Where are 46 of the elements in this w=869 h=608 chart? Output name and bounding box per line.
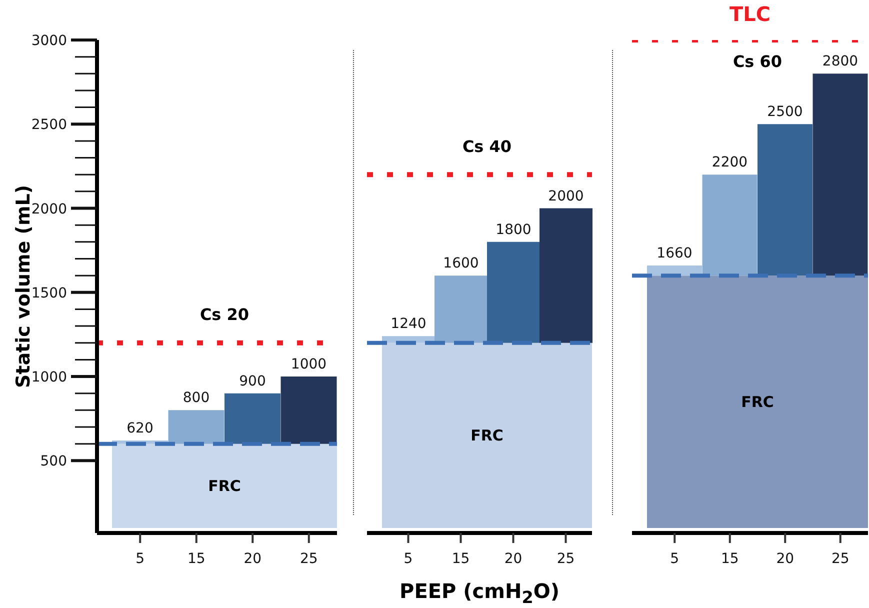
y-tick-label: 3000: [31, 33, 67, 49]
data-label: 620: [126, 420, 154, 436]
y-tick-label: 500: [40, 454, 67, 470]
band-label: FRC: [470, 426, 504, 445]
bar: [168, 410, 224, 444]
band-label: FRC: [208, 477, 241, 496]
bar: [224, 393, 280, 444]
bar: [758, 124, 812, 276]
x-tick-label: 20: [776, 550, 794, 567]
y-tick-label: 2500: [31, 117, 67, 134]
bar: [434, 276, 488, 343]
bar: [487, 242, 540, 343]
data-label: 2800: [822, 54, 858, 70]
y-tick-label: 1000: [31, 370, 67, 386]
data-label: 1600: [443, 256, 479, 272]
bar: [280, 376, 337, 444]
text: Cs 20: [198, 304, 250, 326]
data-label: 1000: [290, 356, 327, 373]
x-tick-label: 20: [244, 550, 262, 567]
bar: [702, 174, 758, 276]
x-tick-label: 25: [300, 550, 318, 567]
data-label: 2000: [548, 188, 584, 204]
data-label: 2500: [767, 104, 803, 120]
x-tick-label: 15: [187, 550, 206, 567]
x-tick-label: 15: [720, 550, 739, 567]
data-label: 1660: [656, 245, 692, 262]
y-tick-label: 1500: [31, 285, 67, 302]
x-tick-label: 25: [831, 550, 850, 567]
data-label: 900: [239, 373, 266, 390]
band-label: FRC: [741, 393, 774, 412]
data-label: 1240: [390, 316, 426, 332]
text: Cs 60: [732, 52, 782, 71]
x-tick-label: 15: [452, 550, 470, 567]
data-label: 2200: [712, 154, 748, 171]
x-tick-label: 5: [670, 550, 680, 567]
data-label: 1800: [496, 222, 532, 238]
x-tick-label: 5: [136, 550, 145, 567]
x-axis-title: PEEP (cmH$_{2}$O): [398, 579, 560, 607]
bar: [540, 208, 592, 343]
ref-line-label: TLC: [729, 2, 771, 26]
x-tick-label: 20: [504, 550, 522, 567]
x-tick-label: 25: [556, 550, 575, 567]
x-tick-label: 5: [404, 550, 413, 567]
text: Cs 40: [461, 136, 513, 158]
data-label: 800: [182, 390, 210, 406]
bar: [812, 74, 868, 276]
